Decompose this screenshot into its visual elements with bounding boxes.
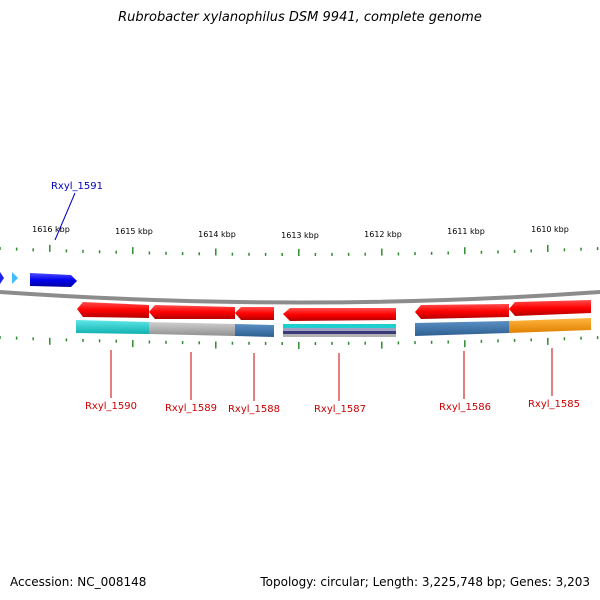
gene-arrow-rxyl-1589[interactable] [149, 305, 235, 319]
domain-bar[interactable] [283, 328, 396, 331]
gene-arrow[interactable] [0, 272, 4, 284]
gene-label-rxyl-1591[interactable]: Rxyl_1591 [51, 181, 103, 192]
scale-label: 1614 kbp [198, 230, 236, 239]
domain-bar[interactable] [76, 320, 149, 334]
scale-label: 1613 kbp [281, 231, 319, 240]
leader-lines [54, 192, 553, 401]
gene-label-rxyl-1585[interactable]: Rxyl_1585 [528, 399, 580, 410]
forward-strand-genes [0, 272, 77, 287]
reverse-strand-genes [77, 300, 591, 321]
domain-bar[interactable] [283, 331, 396, 334]
scale-label: 1615 kbp [115, 227, 153, 236]
gene-arrow[interactable] [12, 272, 18, 284]
gene-arrow-rxyl-1588[interactable] [235, 307, 274, 320]
domain-track [76, 318, 591, 337]
gene-arrow-rxyl-1587[interactable] [283, 308, 396, 321]
gene-arrow-rxyl-1590[interactable] [77, 302, 149, 318]
domain-bar[interactable] [415, 321, 509, 336]
gene-label-rxyl-1586[interactable]: Rxyl_1586 [439, 402, 491, 413]
genome-summary-text: Topology: circular; Length: 3,225,748 bp… [260, 575, 590, 589]
scale-ticks-bottom [0, 336, 599, 349]
gene-arrow-rxyl-1585[interactable] [509, 300, 591, 316]
scale-label: 1610 kbp [531, 225, 569, 234]
page-title: Rubrobacter xylanophilus DSM 9941, compl… [118, 10, 482, 25]
scale-label: 1611 kbp [447, 227, 485, 236]
domain-bar[interactable] [283, 334, 396, 337]
domain-bar[interactable] [235, 324, 274, 337]
gene-label-rxyl-1587[interactable]: Rxyl_1587 [314, 404, 366, 415]
scale-ticks-top [0, 244, 599, 256]
gene-arrow-rxyl-1586[interactable] [415, 304, 509, 319]
scale-label: 1612 kbp [364, 230, 402, 239]
gene-label-rxyl-1590[interactable]: Rxyl_1590 [85, 401, 137, 412]
gene-label-rxyl-1589[interactable]: Rxyl_1589 [165, 403, 217, 414]
gene-label-rxyl-1588[interactable]: Rxyl_1588 [228, 404, 280, 415]
domain-bar[interactable] [149, 322, 235, 336]
domain-bar[interactable] [283, 324, 396, 328]
accession-text: Accession: NC_008148 [10, 575, 147, 589]
domain-bar[interactable] [509, 318, 591, 333]
scale-label: 1616 kbp [32, 225, 70, 234]
genome-backbone [0, 290, 600, 305]
gene-arrow-rxyl-1591[interactable] [30, 273, 77, 287]
